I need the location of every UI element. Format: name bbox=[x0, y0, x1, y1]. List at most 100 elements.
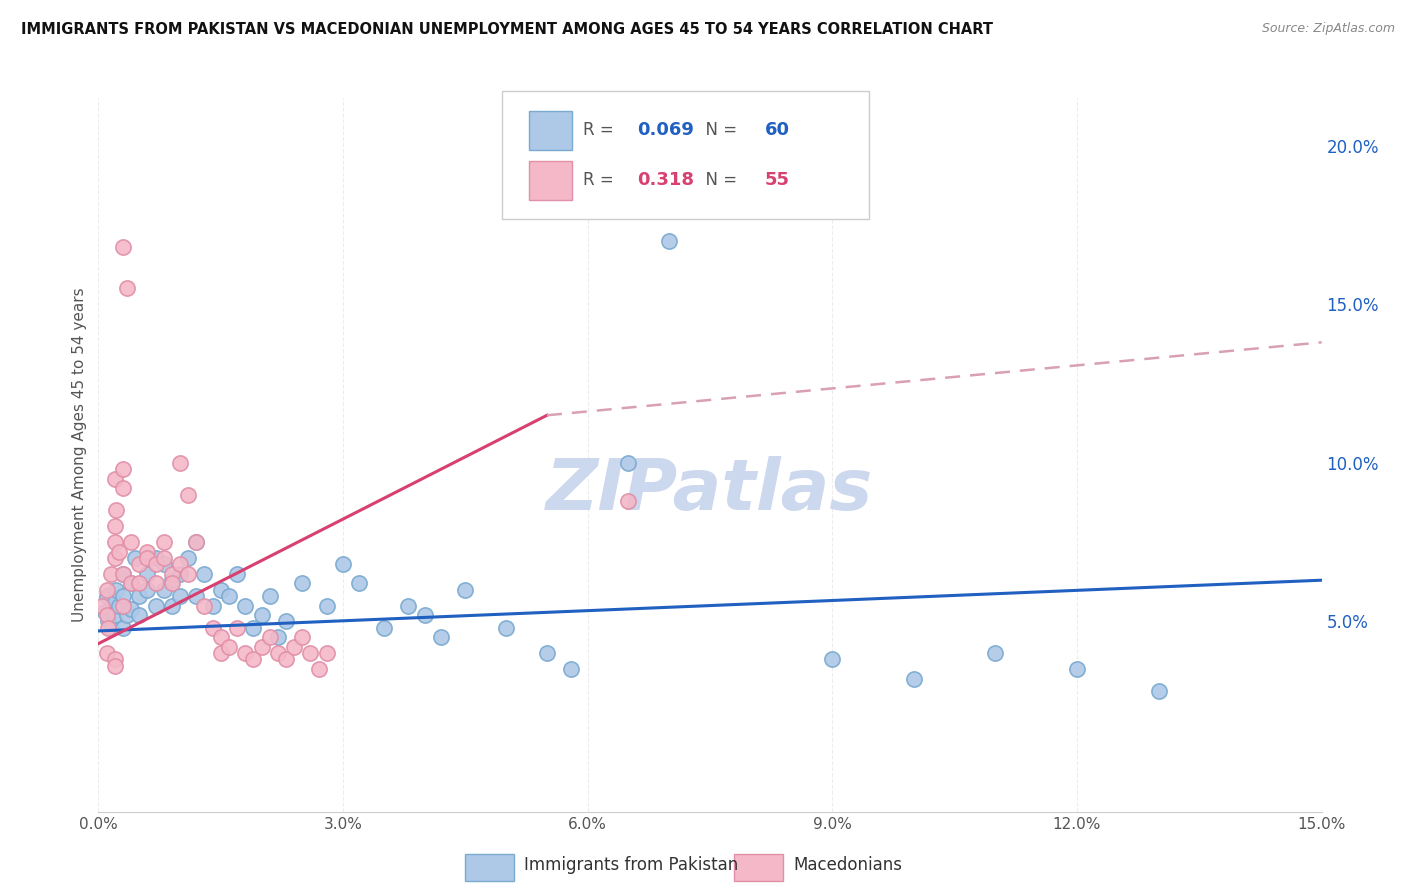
FancyBboxPatch shape bbox=[465, 854, 515, 881]
Point bbox=[299, 646, 322, 660]
Text: Macedonians: Macedonians bbox=[793, 856, 903, 874]
Point bbox=[115, 608, 138, 623]
FancyBboxPatch shape bbox=[734, 854, 783, 881]
Point bbox=[111, 621, 134, 635]
Point bbox=[128, 558, 150, 572]
Point bbox=[120, 576, 142, 591]
FancyBboxPatch shape bbox=[502, 91, 869, 219]
Point bbox=[96, 646, 118, 660]
Point bbox=[250, 608, 273, 623]
Point bbox=[104, 608, 127, 623]
Point bbox=[94, 605, 117, 619]
Point bbox=[111, 589, 134, 603]
Point bbox=[259, 589, 281, 603]
Point bbox=[145, 599, 167, 613]
Point bbox=[291, 576, 314, 591]
Point bbox=[218, 589, 240, 603]
Point bbox=[115, 281, 138, 295]
Text: 55: 55 bbox=[765, 171, 790, 189]
Point bbox=[315, 599, 337, 613]
Point bbox=[111, 462, 134, 476]
Point bbox=[430, 630, 453, 644]
Point bbox=[111, 599, 134, 613]
Point bbox=[242, 621, 264, 635]
Point bbox=[984, 646, 1007, 660]
Point bbox=[108, 544, 131, 558]
Point bbox=[242, 652, 264, 666]
Point bbox=[145, 576, 167, 591]
Text: IMMIGRANTS FROM PAKISTAN VS MACEDONIAN UNEMPLOYMENT AMONG AGES 45 TO 54 YEARS CO: IMMIGRANTS FROM PAKISTAN VS MACEDONIAN U… bbox=[21, 22, 993, 37]
Point bbox=[201, 599, 224, 613]
Point bbox=[233, 599, 256, 613]
Point bbox=[373, 621, 395, 635]
Y-axis label: Unemployment Among Ages 45 to 54 years: Unemployment Among Ages 45 to 54 years bbox=[72, 287, 87, 623]
Point bbox=[169, 589, 191, 603]
Point bbox=[821, 652, 844, 666]
Point bbox=[105, 582, 128, 597]
Point bbox=[274, 615, 297, 629]
Point bbox=[104, 535, 127, 549]
Point bbox=[233, 646, 256, 660]
Point bbox=[105, 503, 128, 517]
Point bbox=[111, 566, 134, 581]
Text: 0.069: 0.069 bbox=[637, 121, 693, 139]
Point bbox=[201, 621, 224, 635]
Text: 0.318: 0.318 bbox=[637, 171, 693, 189]
Point bbox=[152, 551, 174, 566]
Point bbox=[283, 640, 305, 654]
Point bbox=[104, 551, 127, 566]
Point bbox=[96, 608, 118, 623]
Text: Immigrants from Pakistan: Immigrants from Pakistan bbox=[524, 856, 738, 874]
Point bbox=[160, 566, 183, 581]
Point bbox=[160, 573, 183, 587]
Point bbox=[209, 630, 232, 644]
Point bbox=[128, 576, 150, 591]
Point bbox=[145, 551, 167, 566]
Point bbox=[209, 582, 232, 597]
Point bbox=[104, 595, 127, 609]
Point bbox=[160, 576, 183, 591]
Text: Source: ZipAtlas.com: Source: ZipAtlas.com bbox=[1261, 22, 1395, 36]
Point bbox=[91, 599, 114, 613]
Point bbox=[136, 544, 159, 558]
Point bbox=[169, 456, 191, 470]
Point bbox=[97, 621, 120, 635]
Point bbox=[100, 621, 122, 635]
Point bbox=[124, 551, 146, 566]
Point bbox=[128, 589, 150, 603]
Point bbox=[193, 566, 215, 581]
Point bbox=[96, 582, 118, 597]
Point bbox=[96, 589, 118, 603]
Point bbox=[1147, 684, 1170, 698]
Point bbox=[218, 640, 240, 654]
Point bbox=[259, 630, 281, 644]
Point bbox=[160, 599, 183, 613]
Point bbox=[560, 662, 582, 676]
Point bbox=[454, 582, 477, 597]
Text: R =: R = bbox=[583, 171, 624, 189]
Point bbox=[152, 535, 174, 549]
Point bbox=[104, 472, 127, 486]
Point bbox=[108, 599, 131, 613]
Point bbox=[274, 652, 297, 666]
Point bbox=[186, 535, 208, 549]
Point bbox=[100, 566, 122, 581]
Point bbox=[396, 599, 419, 613]
Text: 60: 60 bbox=[765, 121, 790, 139]
Point bbox=[97, 615, 120, 629]
Point bbox=[177, 551, 200, 566]
FancyBboxPatch shape bbox=[529, 111, 572, 150]
Point bbox=[291, 630, 314, 644]
Point bbox=[536, 646, 558, 660]
Text: ZIPatlas: ZIPatlas bbox=[547, 456, 873, 525]
Point bbox=[111, 566, 134, 581]
Point bbox=[169, 566, 191, 581]
FancyBboxPatch shape bbox=[529, 161, 572, 200]
Point bbox=[186, 589, 208, 603]
Point bbox=[128, 608, 150, 623]
Point bbox=[209, 646, 232, 660]
Point bbox=[495, 621, 517, 635]
Point bbox=[169, 558, 191, 572]
Point bbox=[250, 640, 273, 654]
Point bbox=[104, 652, 127, 666]
